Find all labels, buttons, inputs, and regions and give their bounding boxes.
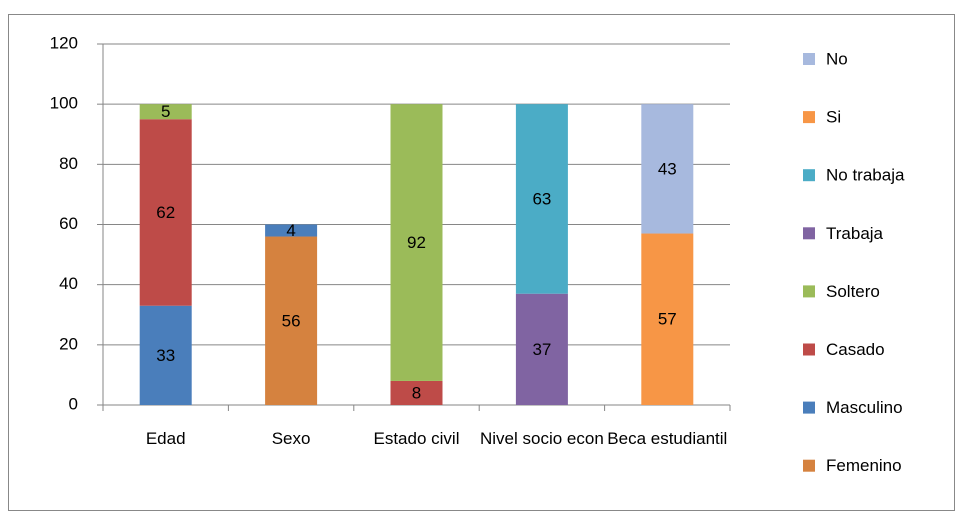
y-tick-label: 20 (59, 334, 78, 353)
x-tick-label: Estado civil (373, 429, 460, 448)
bar-segment (515, 104, 568, 294)
legend-label: No trabaja (826, 166, 905, 185)
legend-swatch (803, 343, 815, 356)
legend-swatch (803, 169, 815, 182)
data-label: 92 (407, 233, 426, 252)
legend-label: Masculino (826, 398, 903, 417)
legend-label: Femenino (826, 456, 902, 475)
data-label: 33 (156, 346, 175, 365)
legend-label: Trabaja (826, 224, 884, 243)
legend-label: Casado (826, 340, 885, 359)
legend-label: No (826, 49, 848, 68)
data-label: 63 (532, 189, 551, 208)
y-tick-label: 100 (50, 94, 78, 113)
bar-segment (139, 305, 192, 405)
data-label: 37 (532, 340, 551, 359)
bar-segment (641, 233, 694, 405)
data-label: 43 (658, 159, 677, 178)
y-tick-label: 0 (69, 394, 78, 413)
bar-segment (139, 104, 192, 120)
legend-swatch (803, 401, 815, 414)
data-label: 57 (658, 310, 677, 329)
x-tick-label: Edad (145, 429, 186, 448)
bar-segment (641, 104, 694, 234)
legend-swatch (803, 227, 815, 240)
y-tick-label: 80 (59, 154, 78, 173)
bar-segment (515, 293, 568, 405)
x-tick-label: Nivel socio econ (480, 429, 604, 448)
x-tick-label: Sexo (271, 429, 311, 448)
data-label: 62 (156, 203, 175, 222)
legend-swatch (803, 285, 815, 298)
bar-segment (390, 380, 443, 405)
legend-swatch (803, 53, 815, 65)
y-tick-label: 60 (59, 214, 78, 233)
data-label: 56 (282, 311, 301, 330)
legend-label: Si (826, 108, 841, 127)
bar-segment (139, 119, 192, 306)
y-tick-label: 120 (50, 33, 78, 52)
x-tick-label: Beca estudiantil (607, 429, 728, 448)
legend-label: Soltero (826, 282, 880, 301)
legend-swatch (803, 111, 815, 124)
data-label: 4 (286, 221, 295, 240)
bar-segment (265, 236, 318, 405)
data-label: 5 (161, 102, 170, 121)
bar-segment (265, 224, 318, 237)
data-label: 8 (412, 383, 421, 402)
bar-segment (390, 104, 443, 381)
legend-swatch (803, 459, 815, 472)
y-tick-label: 40 (59, 274, 78, 293)
